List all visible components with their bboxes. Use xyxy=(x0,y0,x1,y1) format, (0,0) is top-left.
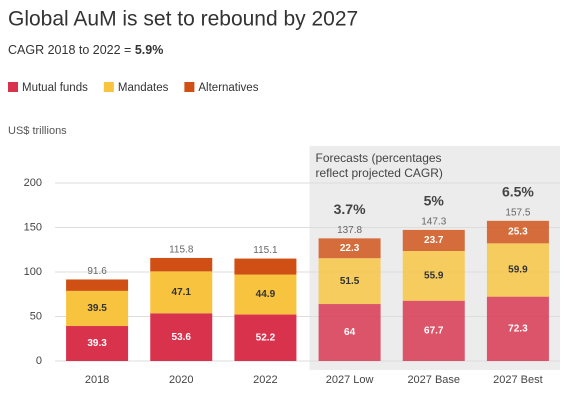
value-label: 55.9 xyxy=(424,271,444,282)
cagr-label: 6.5% xyxy=(502,184,534,200)
y-tick-label: 200 xyxy=(24,177,42,189)
total-label: 91.6 xyxy=(87,266,107,277)
total-label: 115.1 xyxy=(253,245,278,256)
bar-segment xyxy=(318,238,381,259)
bar-segment xyxy=(150,313,213,361)
value-label: 52.2 xyxy=(256,332,276,343)
bar-segment xyxy=(486,296,549,361)
bar-segment xyxy=(234,274,297,315)
subtitle-text: CAGR 2018 to 2022 = xyxy=(8,43,131,57)
bar-segment xyxy=(486,243,549,297)
y-axis-label: US$ trillions xyxy=(8,125,67,137)
bar-segment xyxy=(66,290,129,327)
bar-segment xyxy=(318,304,381,361)
bar-segment xyxy=(318,258,381,305)
bar-segment xyxy=(234,258,297,275)
y-tick-label: 100 xyxy=(24,266,42,278)
bar-segment xyxy=(402,229,465,251)
y-tick-label: 150 xyxy=(24,221,42,233)
bar-segment xyxy=(150,271,213,314)
legend-swatch xyxy=(184,82,195,92)
value-label: 39.5 xyxy=(87,303,107,314)
bar-segment xyxy=(234,314,297,361)
legend-label: Alternatives xyxy=(198,82,258,94)
value-label: 67.7 xyxy=(424,326,444,337)
chart-title: Global AuM is set to rebound by 2027 xyxy=(8,8,358,31)
legend-swatch xyxy=(103,82,114,92)
total-label: 157.5 xyxy=(505,207,530,218)
x-tick-label: 2022 xyxy=(253,374,277,386)
cagr-label: 5% xyxy=(424,193,445,209)
value-label: 23.7 xyxy=(424,235,444,246)
subtitle: CAGR 2018 to 2022 = 5.9% xyxy=(8,43,163,57)
subtitle-value: 5.9% xyxy=(135,43,164,57)
bar-segment xyxy=(402,300,465,361)
y-tick-label: 0 xyxy=(36,355,42,367)
x-tick-label: 2018 xyxy=(85,374,109,386)
value-label: 51.5 xyxy=(340,276,360,287)
value-label: 22.3 xyxy=(340,243,360,254)
legend-label: Mutual funds xyxy=(22,82,88,94)
value-label: 44.9 xyxy=(256,289,276,300)
total-label: 137.8 xyxy=(337,225,362,236)
bar-segment xyxy=(150,257,213,272)
value-label: 72.3 xyxy=(508,323,528,334)
forecast-note: reflect projected CAGR) xyxy=(316,166,443,180)
x-tick-label: 2027 Low xyxy=(326,374,374,386)
bar-segment xyxy=(66,326,129,361)
total-label: 115.8 xyxy=(169,245,194,256)
y-tick-label: 50 xyxy=(30,310,42,322)
bar-segment xyxy=(486,220,549,244)
bar-segment xyxy=(66,279,129,291)
value-label: 64 xyxy=(344,327,356,338)
value-label: 25.3 xyxy=(508,227,528,238)
x-tick-label: 2027 Best xyxy=(493,374,543,386)
value-label: 39.3 xyxy=(87,338,107,349)
value-label: 47.1 xyxy=(172,287,192,298)
cagr-label: 3.7% xyxy=(334,201,366,217)
value-label: 59.9 xyxy=(508,265,528,276)
forecast-note: Forecasts (percentages xyxy=(316,151,442,165)
value-label: 53.6 xyxy=(172,332,192,343)
bar-segment xyxy=(402,250,465,301)
x-tick-label: 2020 xyxy=(169,374,193,386)
x-tick-label: 2027 Base xyxy=(407,374,460,386)
legend-label: Mandates xyxy=(118,82,169,94)
total-label: 147.3 xyxy=(421,217,446,228)
legend-swatch xyxy=(8,82,18,92)
